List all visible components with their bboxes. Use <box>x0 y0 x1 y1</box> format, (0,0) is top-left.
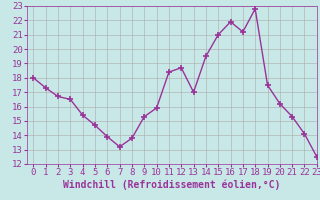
X-axis label: Windchill (Refroidissement éolien,°C): Windchill (Refroidissement éolien,°C) <box>63 180 281 190</box>
